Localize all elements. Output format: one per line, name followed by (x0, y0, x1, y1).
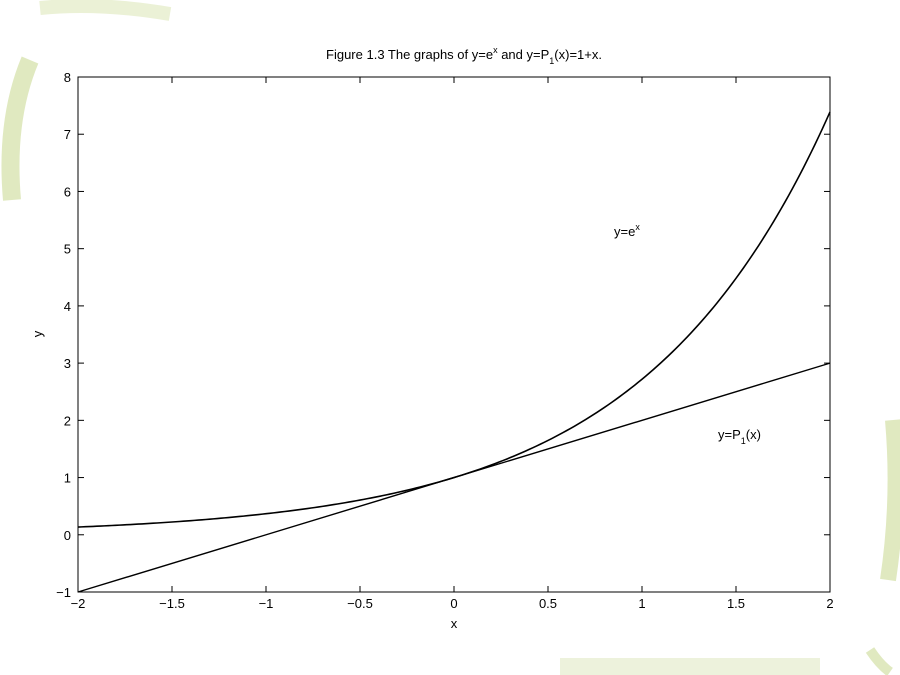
x-axis-label: x (451, 616, 458, 631)
series-linear-line (77, 362, 831, 593)
x-tick-label: 1 (638, 596, 645, 611)
x-tick-label: −1.5 (159, 596, 185, 611)
y-tick-label: 8 (64, 70, 71, 85)
chart-title: Figure 1.3 The graphs of y=ex and y=P1(x… (326, 45, 602, 66)
x-tick-labels: −2 −1.5 −1 −0.5 0 0.5 1 1.5 2 (71, 596, 834, 611)
annotation-linear: y=P1(x) (718, 427, 761, 446)
x-tick-label: −1 (259, 596, 274, 611)
y-tick-label: 1 (64, 471, 71, 486)
chart-title-mid: and y=P (498, 47, 550, 62)
annotation-linear-sub: 1 (741, 436, 746, 446)
y-tick-label: 3 (64, 356, 71, 371)
series-group (77, 111, 831, 593)
y-tick-label: 2 (64, 413, 71, 428)
plot-area (77, 76, 831, 593)
y-tick-label: 4 (64, 299, 71, 314)
decor-arc-left (1, 56, 39, 201)
x-tick-label: 0.5 (539, 596, 557, 611)
y-tick-label: 7 (64, 127, 71, 142)
chart-title-sub: 1 (549, 56, 554, 66)
y-tick-label: 5 (64, 242, 71, 257)
ticks (77, 76, 831, 593)
x-tick-label: 1.5 (727, 596, 745, 611)
decor-arc-bottom-right (865, 647, 893, 675)
x-tick-label: −0.5 (347, 596, 373, 611)
x-tick-label: 2 (826, 596, 833, 611)
y-axis-label: y (30, 330, 45, 337)
annotation-exp: y=ex (614, 222, 640, 239)
y-tick-label: 6 (64, 184, 71, 199)
decor-band-bottom (560, 658, 820, 675)
y-tick-labels: −1 0 1 2 3 4 5 6 7 8 (56, 70, 71, 600)
annotation-exp-sup: x (635, 222, 640, 232)
x-tick-label: 0 (450, 596, 457, 611)
chart-title-sup: x (493, 45, 498, 55)
chart-title-suffix: (x)=1+x. (554, 47, 602, 62)
decor-arc-right (880, 419, 900, 582)
annotation-linear-suffix: (x) (746, 427, 761, 442)
decor-arc-top (39, 0, 172, 21)
x-tick-label: −2 (71, 596, 86, 611)
annotation-exp-base: y=e (614, 224, 635, 239)
annotation-linear-base: y=P (718, 427, 741, 442)
series-exp-line (77, 111, 831, 528)
y-tick-label: 0 (64, 528, 71, 543)
chart-title-prefix: Figure 1.3 The graphs of y=e (326, 47, 493, 62)
y-tick-label: −1 (56, 585, 71, 600)
